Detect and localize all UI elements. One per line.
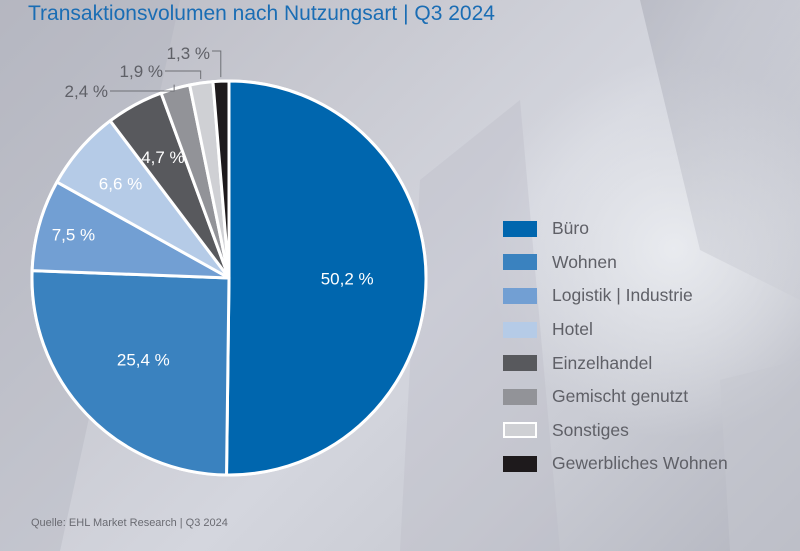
legend-swatch bbox=[503, 287, 537, 304]
legend-item: Gemischt genutzt bbox=[503, 380, 728, 414]
legend-label: Hotel bbox=[552, 319, 593, 340]
legend-item: Gewerbliches Wohnen bbox=[503, 447, 728, 481]
data-label: 2,4 % bbox=[65, 82, 108, 101]
leader-line bbox=[212, 50, 222, 78]
legend-item: Einzelhandel bbox=[503, 346, 728, 380]
legend-label: Sonstiges bbox=[552, 419, 629, 440]
legend-item: Wohnen bbox=[503, 246, 728, 280]
legend-label: Einzelhandel bbox=[552, 352, 653, 373]
legend-swatch bbox=[503, 455, 537, 472]
legend-swatch bbox=[503, 321, 537, 338]
data-label: 25,4 % bbox=[117, 350, 170, 369]
pie-slice-büro bbox=[225, 79, 428, 477]
pie-slice-gewerbliches-wohnen bbox=[211, 79, 231, 280]
legend-item: Büro bbox=[503, 212, 728, 246]
data-label: 7,5 % bbox=[52, 225, 95, 244]
legend-item: Hotel bbox=[503, 313, 728, 347]
source-note: Quelle: EHL Market Research | Q3 2024 bbox=[31, 517, 228, 529]
legend-swatch bbox=[503, 220, 537, 237]
data-label: 1,3 % bbox=[167, 44, 210, 63]
leader-line bbox=[110, 84, 175, 92]
legend-swatch bbox=[503, 388, 537, 405]
legend-label: Büro bbox=[552, 218, 589, 239]
legend-item: Sonstiges bbox=[503, 414, 728, 448]
chart-title: Transaktionsvolumen nach Nutzungsart | Q… bbox=[28, 2, 495, 25]
pie-slice-wohnen bbox=[30, 269, 231, 477]
data-label: 4,7 % bbox=[141, 148, 184, 167]
chart-legend: Büro Wohnen Logistik | Industrie Hotel Einze… bbox=[503, 212, 728, 481]
legend-label: Gewerbliches Wohnen bbox=[552, 453, 728, 474]
legend-label: Wohnen bbox=[552, 251, 617, 272]
legend-label: Gemischt genutzt bbox=[552, 386, 689, 407]
data-label: 50,2 % bbox=[321, 270, 374, 289]
data-label: 6,6 % bbox=[99, 175, 142, 194]
data-label: 1,9 % bbox=[120, 62, 163, 81]
legend-swatch bbox=[503, 254, 537, 271]
legend-swatch bbox=[503, 355, 537, 372]
legend-swatch bbox=[503, 422, 537, 439]
legend-label: Logistik | Industrie bbox=[552, 285, 693, 306]
legend-item: Logistik | Industrie bbox=[503, 279, 728, 313]
leader-line bbox=[165, 70, 202, 80]
